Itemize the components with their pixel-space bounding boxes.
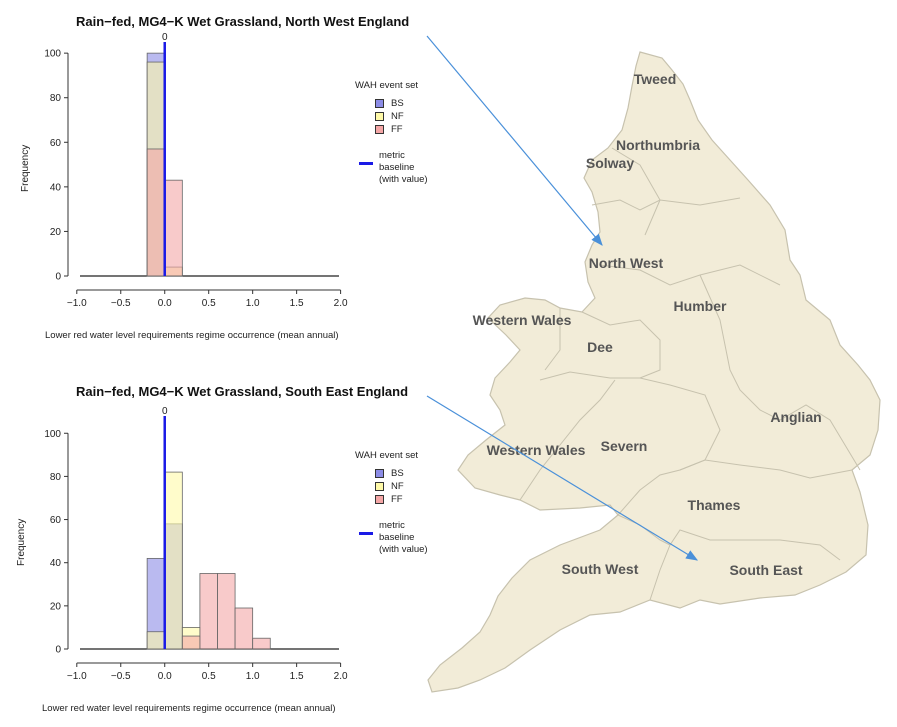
y-tick-label: 0 bbox=[55, 272, 61, 283]
y-tick-label: 0 bbox=[55, 645, 61, 656]
region-label-western-wales: Western Wales bbox=[473, 312, 572, 328]
legend-label-ff: FF bbox=[391, 124, 403, 135]
legend-item-bs: BS bbox=[375, 467, 428, 480]
legend-metric-baseline: metric baseline (with value) bbox=[359, 520, 428, 556]
legend-label-bs: BS bbox=[391, 98, 404, 109]
y-tick-label: 80 bbox=[50, 93, 62, 104]
region-label-humber: Humber bbox=[674, 298, 727, 314]
legend-label-nf: NF bbox=[391, 111, 404, 122]
y-tick-label: 100 bbox=[44, 49, 61, 60]
legend-baseline-line bbox=[359, 532, 373, 535]
y-tick-label: 80 bbox=[50, 472, 62, 483]
chart1-x-axis-label: Lower red water level requirements regim… bbox=[45, 330, 339, 341]
metric-baseline-value: 0 bbox=[162, 32, 168, 43]
histogram-bar-ff bbox=[234, 607, 254, 650]
legend-label-bs: BS bbox=[391, 468, 404, 479]
y-tick-label: 100 bbox=[44, 429, 61, 440]
region-label-south-west: South West bbox=[562, 561, 639, 577]
chart2-legend: WAH event set BS NF FF metric baseline (… bbox=[355, 450, 428, 556]
metric-baseline-value: 0 bbox=[162, 406, 168, 417]
legend-metric-text: metric bbox=[379, 150, 405, 161]
legend-item-bs: BS bbox=[375, 97, 428, 110]
x-tick-label: 0.5 bbox=[202, 671, 216, 682]
region-label-north-west: North West bbox=[589, 255, 664, 271]
legend-baseline-line bbox=[359, 162, 373, 165]
x-tick-label: 0.0 bbox=[158, 298, 172, 309]
x-tick-label: 2.0 bbox=[334, 671, 348, 682]
x-tick-label: 2.0 bbox=[334, 298, 348, 309]
region-label-solway: Solway bbox=[586, 155, 634, 171]
legend-swatch-bs bbox=[375, 99, 384, 108]
region-label-tweed: Tweed bbox=[634, 71, 677, 87]
histogram-bar-ff bbox=[199, 573, 218, 650]
legend-metric-text: metric bbox=[379, 520, 405, 531]
x-tick-label: −1.0 bbox=[67, 298, 87, 309]
region-labels: Tweed Northumbria Solway North West Humber We… bbox=[473, 71, 822, 578]
x-tick-label: 0.0 bbox=[158, 671, 172, 682]
y-tick-label: 40 bbox=[50, 182, 62, 193]
legend-swatch-ff bbox=[375, 125, 384, 134]
legend-title: WAH event set bbox=[355, 80, 419, 91]
chart1-title: Rain−fed, MG4−K Wet Grassland, North Wes… bbox=[76, 14, 410, 29]
x-tick-label: −0.5 bbox=[111, 298, 131, 309]
arrow-north-west bbox=[426, 35, 603, 246]
region-label-anglian: Anglian bbox=[770, 409, 821, 425]
legend-swatch-nf bbox=[375, 112, 384, 121]
legend-label-ff: FF bbox=[391, 494, 403, 505]
legend-baseline-text: baseline bbox=[379, 532, 415, 543]
legend-with-value-text: (with value) bbox=[379, 544, 428, 555]
histogram-bar-nf bbox=[146, 631, 166, 650]
y-tick-label: 20 bbox=[50, 227, 62, 238]
legend-item-ff: FF bbox=[375, 123, 428, 136]
chart2-x-axis-label: Lower red water level requirements regim… bbox=[42, 703, 336, 714]
x-tick-label: 0.5 bbox=[202, 298, 216, 309]
region-label-dee: Dee bbox=[587, 339, 613, 355]
chart1-legend: WAH event set BS NF FF metric baseline (… bbox=[355, 80, 428, 186]
chart1-plot: 0 20 40 60 80 100 −1.0 −0.5 0.0 0.5 1.0 1.5 2.0 0 bbox=[44, 32, 348, 309]
histogram-bar-nf bbox=[164, 471, 183, 650]
x-tick-label: 1.5 bbox=[290, 298, 304, 309]
histogram-bar-ff bbox=[181, 635, 201, 650]
arrow-south-east bbox=[426, 395, 699, 561]
histogram-bar-ff bbox=[146, 148, 166, 277]
basin-borders bbox=[519, 147, 861, 601]
chart2-plot: 0 20 40 60 80 100 −1.0 −0.5 0.0 0.5 1.0 1.5 2.0 0 bbox=[44, 406, 348, 682]
y-tick-label: 60 bbox=[50, 138, 62, 149]
legend-item-nf: NF bbox=[375, 480, 428, 493]
x-tick-label: 1.0 bbox=[246, 671, 260, 682]
histogram-bar-ff bbox=[252, 637, 271, 650]
legend-metric-baseline: metric baseline (with value) bbox=[359, 150, 428, 186]
legend-swatch-ff bbox=[375, 495, 384, 504]
region-label-western-wales: Western Wales bbox=[487, 442, 586, 458]
chart2-title: Rain−fed, MG4−K Wet Grassland, South Eas… bbox=[76, 384, 409, 399]
y-tick-label: 60 bbox=[50, 515, 62, 526]
legend-with-value-text: (with value) bbox=[379, 174, 428, 185]
region-label-thames: Thames bbox=[688, 497, 741, 513]
histogram-bar-ff bbox=[217, 573, 236, 650]
legend-item-nf: NF bbox=[375, 110, 428, 123]
x-tick-label: 1.5 bbox=[290, 671, 304, 682]
y-tick-label: 40 bbox=[50, 558, 62, 569]
histogram-bar-ff bbox=[164, 179, 183, 277]
region-label-severn: Severn bbox=[601, 438, 648, 454]
legend-title: WAH event set bbox=[355, 450, 419, 461]
x-tick-label: −1.0 bbox=[67, 671, 87, 682]
legend-swatch-bs bbox=[375, 469, 384, 478]
legend-item-ff: FF bbox=[375, 493, 428, 506]
region-label-northumbria: Northumbria bbox=[616, 137, 700, 153]
y-tick-label: 20 bbox=[50, 601, 62, 612]
legend-label-nf: NF bbox=[391, 481, 404, 492]
region-label-south-east: South East bbox=[729, 562, 802, 578]
x-tick-label: −0.5 bbox=[111, 671, 131, 682]
x-tick-label: 1.0 bbox=[246, 298, 260, 309]
legend-swatch-nf bbox=[375, 482, 384, 491]
legend-baseline-text: baseline bbox=[379, 162, 415, 173]
